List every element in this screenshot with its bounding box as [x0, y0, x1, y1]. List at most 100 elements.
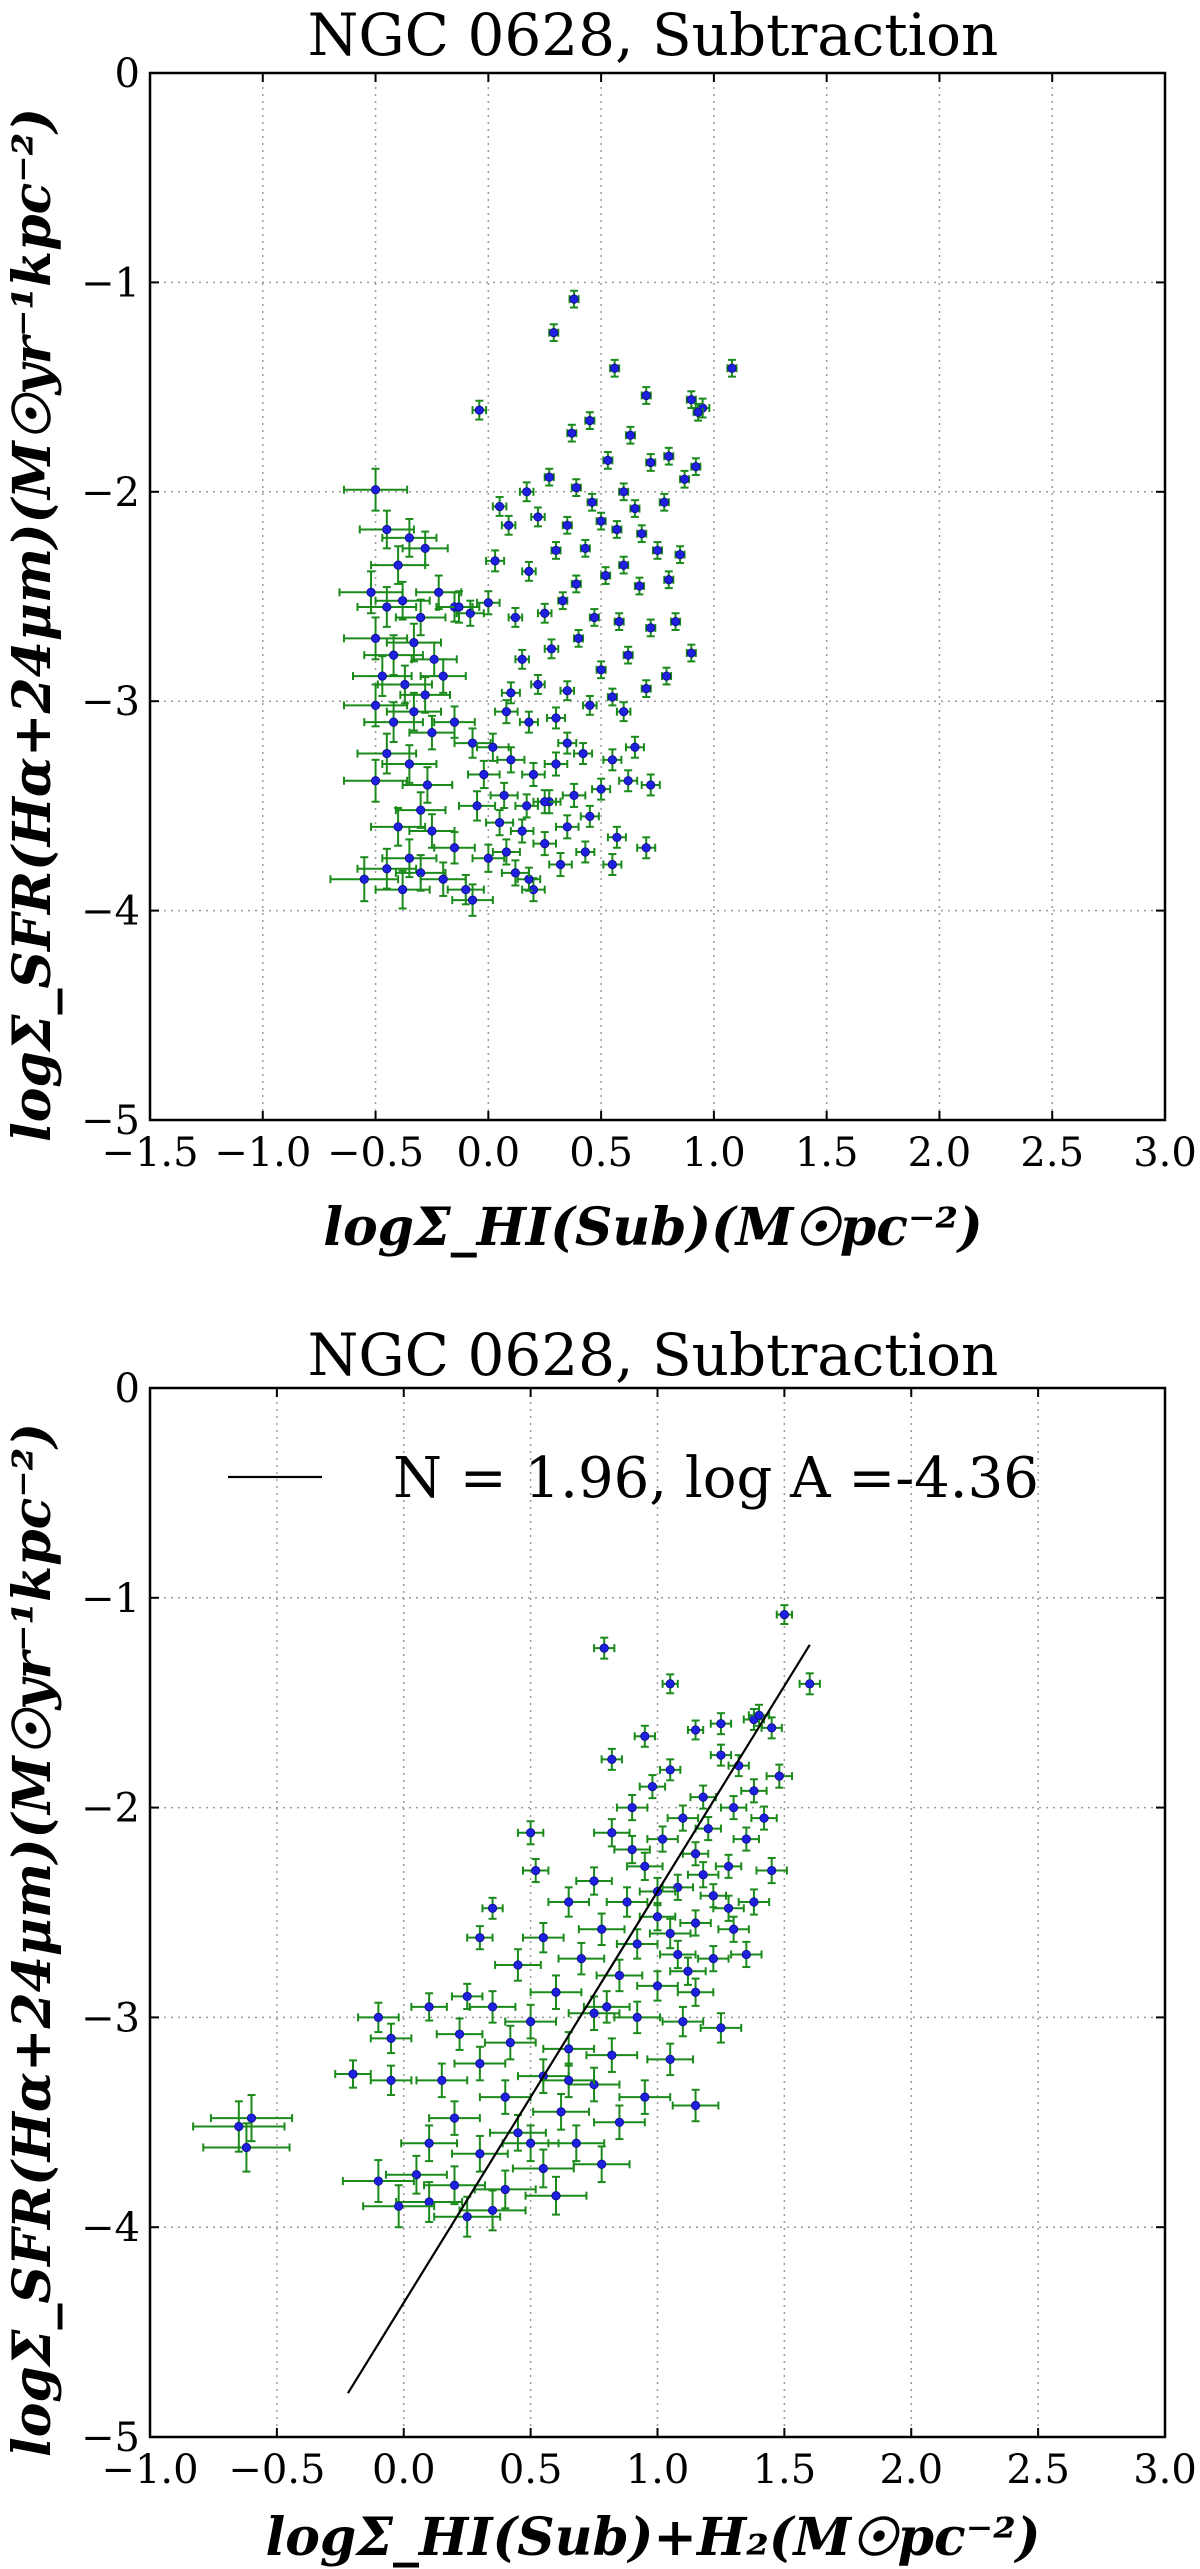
data-marker — [506, 688, 516, 698]
data-marker — [693, 407, 703, 417]
data-marker — [398, 885, 408, 895]
data-marker — [495, 818, 505, 828]
data-marker — [404, 759, 414, 769]
data-marker — [437, 2075, 447, 2085]
data-marker — [409, 707, 419, 717]
data-marker — [729, 1924, 739, 1934]
x-tick-label: 0.0 — [457, 1130, 521, 1176]
data-point — [618, 769, 639, 793]
data-point — [694, 1816, 722, 1842]
y-tick-label: 0 — [115, 1366, 140, 1412]
x-tick-label: 3.0 — [1133, 2447, 1197, 2493]
data-point — [192, 2100, 286, 2153]
data-marker — [607, 859, 617, 870]
data-point — [532, 831, 557, 857]
data-marker — [641, 390, 651, 401]
data-point — [659, 1758, 682, 1782]
data-marker — [596, 784, 606, 794]
data-marker — [388, 650, 399, 660]
data-point — [732, 1826, 760, 1852]
data-point — [717, 1915, 750, 1943]
data-point — [676, 1977, 715, 2007]
data-marker — [404, 853, 414, 863]
data-marker — [625, 430, 636, 440]
data-marker — [665, 1928, 675, 1939]
data-marker — [438, 874, 448, 884]
data-marker — [377, 671, 387, 681]
data-marker — [438, 671, 448, 681]
data-marker — [551, 713, 561, 723]
data-point — [730, 1940, 763, 1969]
data-marker — [614, 617, 624, 627]
data-point — [582, 694, 598, 716]
data-marker — [774, 1771, 784, 1781]
data-point — [516, 1820, 545, 1846]
data-marker — [555, 859, 566, 870]
data-marker — [612, 832, 622, 842]
y-tick-label: −2 — [81, 470, 140, 516]
data-marker — [465, 608, 475, 618]
data-point — [356, 847, 418, 890]
data-marker — [474, 405, 484, 415]
data-marker — [673, 1949, 683, 1960]
data-marker — [578, 748, 588, 759]
data-point — [765, 1763, 793, 1789]
data-point — [507, 607, 524, 628]
data-point — [663, 446, 675, 466]
data-point — [202, 2122, 291, 2173]
data-point — [385, 691, 442, 732]
data-marker — [569, 294, 579, 304]
data-marker — [596, 516, 606, 526]
data-marker — [373, 2012, 383, 2023]
data-marker — [664, 451, 674, 461]
data-marker — [686, 648, 696, 658]
data-marker — [526, 2138, 536, 2148]
data-point — [575, 1866, 613, 1896]
data-point — [501, 2124, 560, 2163]
data-point — [536, 602, 553, 624]
data-marker — [533, 679, 543, 690]
data-point — [586, 492, 598, 512]
data-marker — [495, 501, 505, 512]
data-point — [661, 2005, 705, 2038]
data-point — [636, 836, 657, 860]
data-point — [712, 1894, 745, 1922]
panel-top-title: NGC 0628, Subtraction — [308, 1, 999, 69]
data-point — [633, 576, 645, 596]
data-marker — [510, 868, 521, 878]
data-point — [624, 425, 636, 445]
data-marker — [562, 686, 572, 696]
panel-bottom-y-axis-label: logΣ_SFR(Hα+24μm)(M☉yr⁻¹kpc⁻²) — [2, 1423, 63, 2457]
data-point — [685, 390, 697, 410]
data-marker — [526, 2016, 536, 2027]
data-marker — [409, 637, 419, 648]
data-point — [559, 680, 576, 702]
data-point — [500, 514, 517, 536]
data-marker — [522, 487, 532, 497]
data-point — [408, 714, 456, 751]
data-point — [611, 520, 623, 539]
data-marker — [665, 1765, 675, 1775]
data-marker — [607, 1828, 617, 1838]
data-point — [640, 386, 652, 405]
data-point — [530, 506, 546, 528]
y-tick-label: −2 — [81, 1786, 140, 1832]
data-marker — [462, 1991, 472, 2002]
data-marker — [716, 1719, 726, 1729]
panel-bottom-x-ticks: −1.0 −0.5 0.0 0.5 1.0 1.5 2.0 2.5 3.0 — [101, 2447, 1196, 2493]
y-tick-label: −5 — [81, 2415, 140, 2461]
data-point — [352, 655, 413, 697]
data-point — [593, 1818, 631, 1848]
data-point — [369, 2064, 413, 2097]
data-marker — [657, 1834, 668, 1844]
data-point — [504, 2003, 557, 2040]
data-point — [521, 877, 546, 903]
data-point — [572, 2145, 631, 2184]
data-point — [585, 2037, 639, 2073]
data-point — [496, 746, 526, 774]
data-marker — [449, 717, 460, 727]
data-marker — [641, 684, 651, 694]
data-marker — [690, 2100, 701, 2111]
data-point — [663, 570, 675, 590]
x-tick-label: −1.0 — [101, 2447, 198, 2493]
